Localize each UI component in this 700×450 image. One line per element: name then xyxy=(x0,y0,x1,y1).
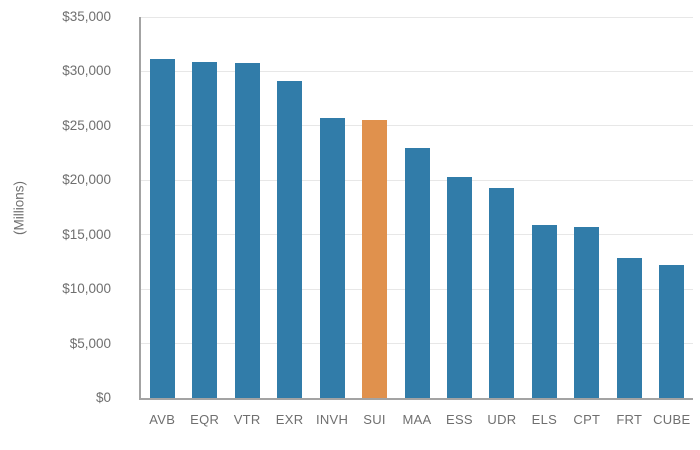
bar-cpt xyxy=(574,227,600,398)
y-tick-label: $5,000 xyxy=(69,335,111,351)
x-category-label: ELS xyxy=(531,412,558,427)
x-category-label: INVH xyxy=(315,412,349,427)
bar-vtr xyxy=(234,62,260,398)
y-tick-label: $0 xyxy=(95,390,111,405)
bar-avb xyxy=(149,59,175,398)
x-axis-line xyxy=(139,398,693,400)
x-category-label: CPT xyxy=(573,412,601,427)
y-tick-label: $10,000 xyxy=(62,281,111,297)
x-category-label: EQR xyxy=(190,412,220,427)
bar-maa xyxy=(404,147,430,398)
x-category-label: ESS xyxy=(445,412,473,427)
y-tick-label: $25,000 xyxy=(62,117,111,133)
y-tick-label: $20,000 xyxy=(62,172,111,188)
x-category-label: CUBE xyxy=(653,412,691,427)
gridline xyxy=(141,70,693,72)
bar-frt xyxy=(616,257,642,398)
x-category-label: FRT xyxy=(616,412,643,427)
y-tick-label: $35,000 xyxy=(62,9,111,24)
x-category-label: AVB xyxy=(149,412,176,427)
bar-exr xyxy=(277,81,303,398)
gridline xyxy=(141,125,693,127)
bar-els xyxy=(531,224,557,398)
x-category-label: SUI xyxy=(363,412,386,427)
y-axis-line xyxy=(139,17,141,398)
x-category-label: EXR xyxy=(275,412,304,427)
bar-sui xyxy=(362,120,388,398)
gridline xyxy=(141,16,693,18)
x-category-label: VTR xyxy=(233,412,261,427)
bar-cube xyxy=(659,265,685,398)
x-category-label: MAA xyxy=(402,412,432,427)
bar-udr xyxy=(489,187,515,398)
y-tick-label: $30,000 xyxy=(62,63,111,79)
bar-ess xyxy=(446,177,472,398)
bar-invh xyxy=(319,118,345,398)
x-category-label: UDR xyxy=(487,412,517,427)
bar-eqr xyxy=(192,61,218,398)
y-tick-label: $15,000 xyxy=(62,226,111,242)
